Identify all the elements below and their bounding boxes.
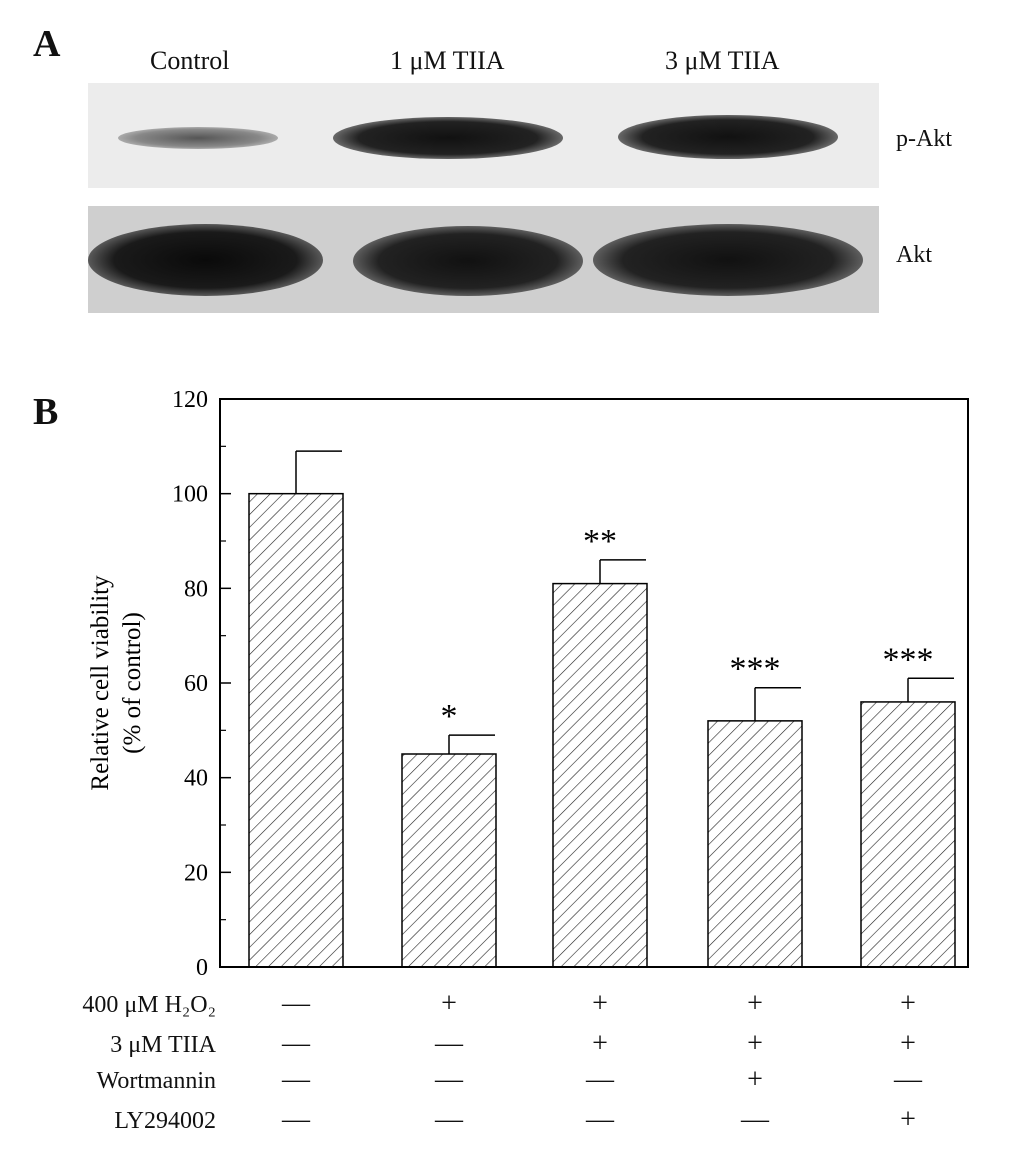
treatment-sign-r4-c3: —: [586, 1104, 614, 1135]
treatment-sign-r1-c2: +: [441, 988, 457, 1019]
bar-1: [248, 492, 344, 968]
treatment-sign-r4-c1: —: [282, 1104, 310, 1135]
treatment-sign-r4-c5: +: [900, 1104, 916, 1135]
treatment-sign-r1-c3: +: [592, 988, 608, 1019]
y-axis-label-line1: Relative cell viability: [87, 575, 114, 791]
western-blot-p-akt: [88, 83, 879, 188]
treatment-sign-r4-c4: —: [741, 1104, 769, 1135]
western-blot-akt: [88, 206, 879, 313]
band-label-akt: Akt: [896, 242, 932, 268]
panel-b-letter: B: [33, 391, 59, 433]
treatment-label-2: 3 μM TIIA: [110, 1032, 216, 1058]
y-tick-label-20: 20: [184, 860, 208, 886]
bar-5: [860, 701, 956, 968]
significance-mark-2: *: [441, 698, 458, 735]
treatment-sign-r3-c1: —: [282, 1064, 310, 1095]
y-tick-label-100: 100: [172, 482, 208, 508]
lane-label-control: Control: [150, 46, 230, 75]
treatment-sign-r2-c5: +: [900, 1028, 916, 1059]
akt-band-1um: [353, 226, 583, 296]
band-label-p-akt: p-Akt: [896, 126, 952, 152]
treatment-sign-r2-c3: +: [592, 1028, 608, 1059]
treatment-sign-r1-c4: +: [747, 988, 763, 1019]
treatment-sign-r1-c1: —: [282, 988, 310, 1019]
y-tick-label-40: 40: [184, 766, 208, 792]
p-akt-band-3um: [618, 115, 838, 159]
significance-mark-4: ***: [730, 651, 781, 688]
panel-a-letter: A: [33, 23, 61, 65]
treatment-label-4: LY294002: [114, 1108, 216, 1134]
treatment-sign-r2-c1: —: [282, 1028, 310, 1059]
significance-mark-5: ***: [883, 641, 934, 678]
lane-label-3um-tiia: 3 μM TIIA: [665, 46, 780, 75]
bar-3: [552, 582, 648, 968]
p-akt-band-control: [118, 127, 278, 149]
treatment-sign-r2-c2: —: [435, 1028, 463, 1059]
akt-band-3um: [593, 224, 863, 296]
treatment-sign-r3-c2: —: [435, 1064, 463, 1095]
significance-mark-3: **: [583, 523, 617, 560]
y-tick-label-0: 0: [196, 955, 208, 981]
treatment-label-1: 400 μM H₂O₂: [82, 992, 216, 1018]
bar-4: [707, 720, 803, 968]
y-tick-label-60: 60: [184, 671, 208, 697]
treatment-sign-r3-c4: +: [747, 1064, 763, 1095]
lane-label-1um-tiia: 1 μM TIIA: [390, 46, 505, 75]
p-akt-band-1um: [333, 117, 563, 159]
treatment-sign-r1-c5: +: [900, 988, 916, 1019]
treatment-sign-r3-c5: —: [894, 1064, 922, 1095]
bar-2: [401, 753, 497, 968]
treatment-sign-r3-c3: —: [586, 1064, 614, 1095]
treatment-sign-r4-c2: —: [435, 1104, 463, 1135]
akt-band-control: [88, 224, 323, 296]
y-axis-label-line2: (% of control): [119, 612, 146, 754]
treatment-sign-r2-c4: +: [747, 1028, 763, 1059]
y-tick-label-120: 120: [172, 387, 208, 413]
y-tick-label-80: 80: [184, 576, 208, 602]
treatment-label-3: Wortmannin: [96, 1068, 216, 1094]
